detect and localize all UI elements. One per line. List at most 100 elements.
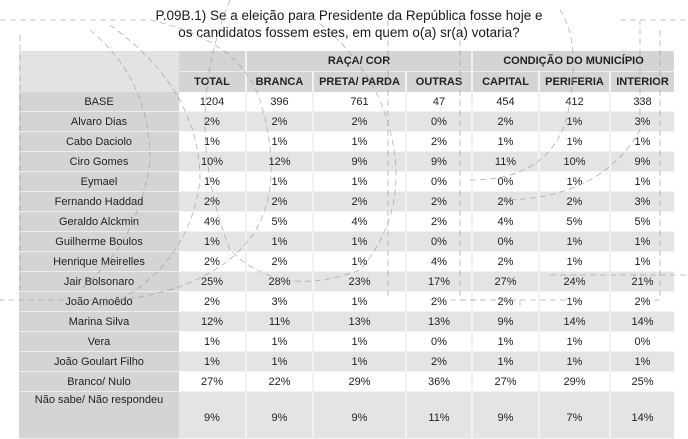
cell-interior: 5%	[609, 211, 674, 232]
cell-total: 27%	[179, 371, 246, 392]
title-line-1: P.09B.1) Se a eleição para Presidente da…	[155, 8, 543, 23]
cell-outras: 9%	[405, 151, 472, 172]
cell-capital: 0%	[471, 231, 539, 252]
column-header-outras: OUTRAS	[405, 71, 472, 92]
cell-periferia: 1%	[538, 351, 610, 372]
row-label: Jair Bolsonaro	[19, 271, 179, 292]
table-row: Eymael 1% 1% 1% 0% 0% 1% 1%	[19, 171, 674, 192]
cell-periferia: 1%	[538, 331, 610, 352]
cell-outras: 11%	[405, 391, 472, 439]
cell-preta-parda: 1%	[312, 351, 406, 372]
cell-periferia: 29%	[538, 371, 610, 392]
cell-preta-parda: 9%	[312, 391, 406, 439]
cell-total: 10%	[179, 151, 246, 172]
cell-capital: 11%	[471, 151, 539, 172]
cell-periferia: 1%	[538, 251, 610, 272]
cell-branca: 2%	[245, 191, 313, 212]
cell-outras: 0%	[405, 171, 472, 192]
cell-preta-parda: 1%	[312, 291, 406, 312]
cell-preta-parda: 9%	[312, 151, 406, 172]
cell-interior: 3%	[609, 111, 674, 132]
table-row: Cabo Daciolo 1% 1% 1% 2% 1% 1% 1%	[19, 131, 674, 152]
cell-outras: 47	[405, 92, 472, 112]
cell-branca: 11%	[245, 311, 313, 332]
cell-periferia: 1%	[538, 231, 610, 252]
cell-interior: 0%	[609, 331, 674, 352]
cell-outras: 2%	[405, 291, 472, 312]
cell-periferia: 1%	[538, 131, 610, 152]
cell-outras: 0%	[405, 231, 472, 252]
header-total-spacer	[179, 51, 246, 72]
cell-capital: 2%	[471, 111, 539, 132]
cell-total: 12%	[179, 311, 246, 332]
cell-preta-parda: 23%	[312, 271, 406, 292]
cell-interior: 21%	[609, 271, 674, 292]
cell-interior: 1%	[609, 251, 674, 272]
table-row: Não sabe/ Não respondeu 9% 9% 9% 11% 9% 7% 14%	[19, 391, 674, 439]
row-label: João Amoêdo	[19, 291, 179, 312]
cell-interior: 3%	[609, 191, 674, 212]
cell-branca: 1%	[245, 171, 313, 192]
cell-total: 1204	[179, 92, 246, 112]
cell-branca: 5%	[245, 211, 313, 232]
cell-capital: 2%	[471, 251, 539, 272]
cell-total: 1%	[179, 171, 246, 192]
cell-preta-parda: 1%	[312, 231, 406, 252]
cell-outras: 36%	[405, 371, 472, 392]
table-title: P.09B.1) Se a eleição para Presidente da…	[0, 7, 688, 41]
row-label: Vera	[19, 331, 179, 352]
cell-periferia: 5%	[538, 211, 610, 232]
row-label: Não sabe/ Não respondeu	[19, 391, 179, 439]
cell-interior: 338	[609, 92, 674, 112]
cell-total: 4%	[179, 211, 246, 232]
cell-interior: 9%	[609, 151, 674, 172]
table-row: Jair Bolsonaro 25% 28% 23% 17% 27% 24% 21%	[19, 271, 674, 292]
cell-branca: 1%	[245, 131, 313, 152]
column-header-capital: CAPITAL	[471, 71, 539, 92]
cell-branca: 2%	[245, 251, 313, 272]
table-row: Fernando Haddad 2% 2% 2% 2% 2% 2% 3%	[19, 191, 674, 212]
column-header-preta-parda: PRETA/ PARDA	[312, 71, 406, 92]
cell-capital: 0%	[471, 171, 539, 192]
row-label: Marina Silva	[19, 311, 179, 332]
cell-interior: 14%	[609, 391, 674, 439]
cell-capital: 454	[471, 92, 539, 112]
cell-outras: 2%	[405, 191, 472, 212]
cell-branca: 1%	[245, 351, 313, 372]
cell-capital: 2%	[471, 191, 539, 212]
row-label: Eymael	[19, 171, 179, 192]
cell-branca: 28%	[245, 271, 313, 292]
column-header-total: TOTAL	[179, 71, 246, 92]
cell-interior: 2%	[609, 291, 674, 312]
cell-branca: 3%	[245, 291, 313, 312]
cell-branca: 396	[245, 92, 313, 112]
cell-periferia: 7%	[538, 391, 610, 439]
row-label: BASE	[19, 92, 179, 112]
header-group-raca: RAÇA/ COR	[245, 51, 472, 72]
column-header-branca: BRANCA	[245, 71, 313, 92]
table-row: Geraldo Alckmin 4% 5% 4% 2% 4% 5% 5%	[19, 211, 674, 232]
row-label: Henrique Meirelles	[19, 251, 179, 272]
row-label: Fernando Haddad	[19, 191, 179, 212]
cell-total: 1%	[179, 131, 246, 152]
cell-preta-parda: 1%	[312, 131, 406, 152]
row-label: Geraldo Alckmin	[19, 211, 179, 232]
cell-preta-parda: 1%	[312, 251, 406, 272]
cell-capital: 27%	[471, 371, 539, 392]
header-group-condicao: CONDIÇÃO DO MUNICÍPIO	[471, 51, 674, 72]
cell-capital: 4%	[471, 211, 539, 232]
cell-periferia: 2%	[538, 191, 610, 212]
cell-periferia: 1%	[538, 291, 610, 312]
cell-branca: 2%	[245, 111, 313, 132]
cell-outras: 2%	[405, 351, 472, 372]
row-label: Ciro Gomes	[19, 151, 179, 172]
cell-branca: 1%	[245, 231, 313, 252]
cell-total: 9%	[179, 391, 246, 439]
cell-outras: 17%	[405, 271, 472, 292]
cell-preta-parda: 2%	[312, 111, 406, 132]
cell-preta-parda: 1%	[312, 171, 406, 192]
cell-branca: 22%	[245, 371, 313, 392]
cell-outras: 2%	[405, 211, 472, 232]
cell-capital: 1%	[471, 351, 539, 372]
cell-capital: 1%	[471, 331, 539, 352]
